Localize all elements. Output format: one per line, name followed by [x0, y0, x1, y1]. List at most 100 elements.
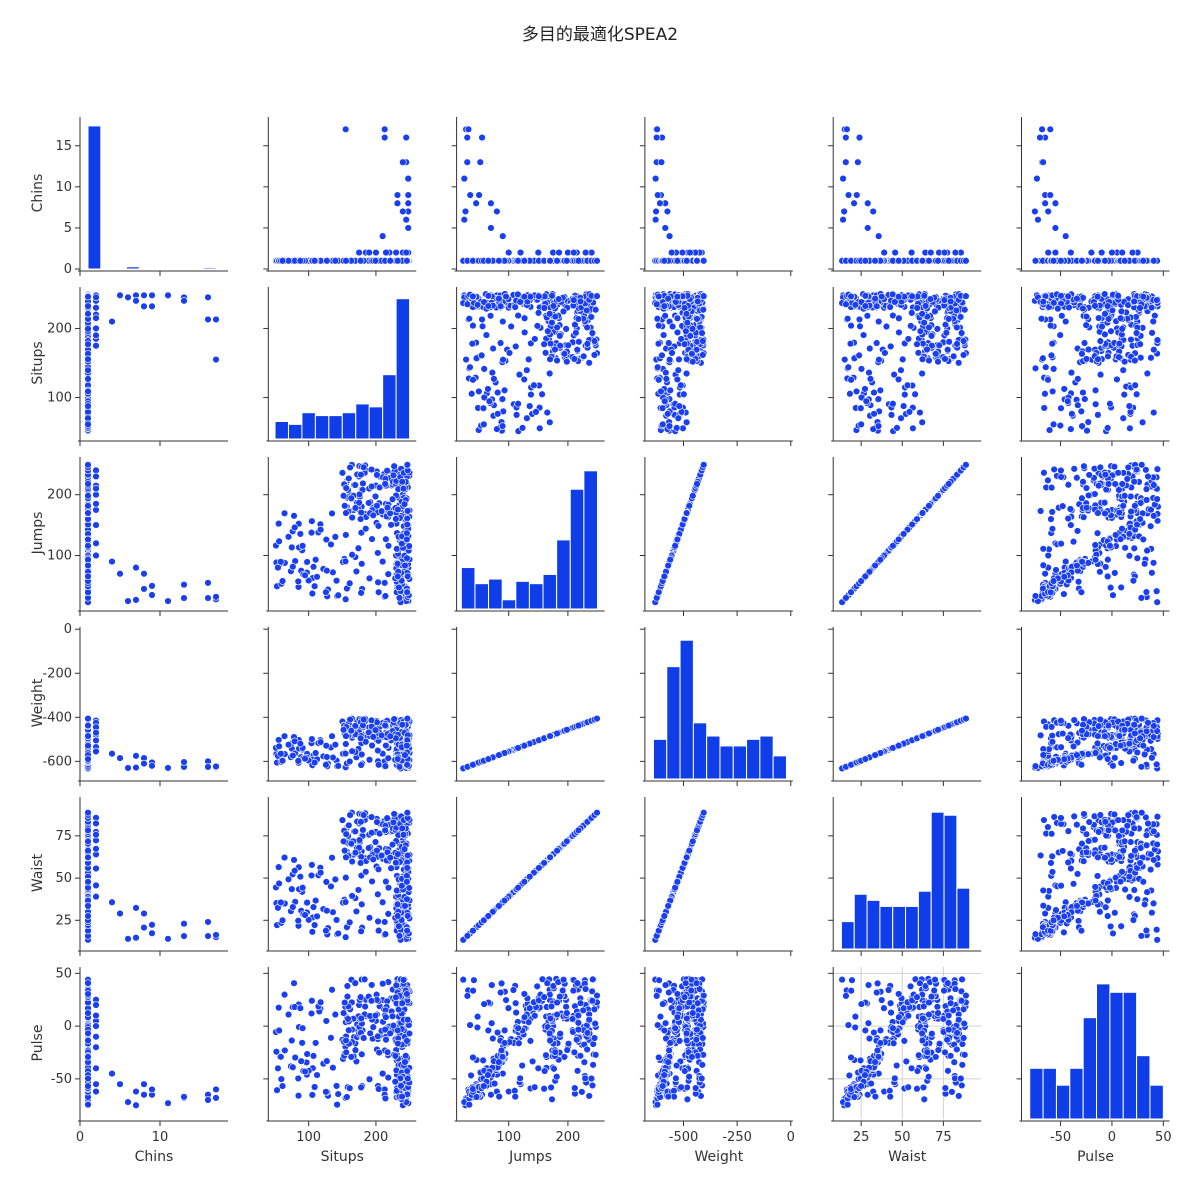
scatter-point [473, 301, 482, 309]
scatter-point [84, 561, 92, 570]
scatter-point [677, 381, 685, 389]
scatter-point [942, 329, 951, 337]
scatter-point [861, 257, 870, 265]
scatter-point [504, 248, 513, 257]
scatter-point [545, 369, 554, 378]
hist-bar [328, 415, 343, 440]
scatter-point [296, 530, 305, 538]
scatter-point [678, 248, 687, 257]
scatter-point [399, 207, 407, 216]
scatter-point [383, 467, 391, 475]
scatter-point [498, 395, 507, 403]
scatter-point [359, 479, 367, 488]
y-axis-label: Chins [30, 174, 46, 213]
scatter-point [662, 368, 670, 377]
scatter-point [381, 480, 389, 488]
scatter-point [852, 387, 861, 396]
scatter-point [374, 588, 383, 596]
scatter-point [871, 294, 879, 303]
scatter-point [531, 335, 539, 343]
scatter-point [957, 329, 966, 337]
scatter-point [308, 517, 316, 525]
scatter-point [1118, 325, 1126, 333]
scatter-point [493, 388, 502, 397]
scatter-point [854, 158, 862, 166]
scatter-point [530, 381, 538, 389]
hist-bar [287, 423, 303, 440]
scatter-point [1094, 257, 1102, 265]
scatter-point [84, 340, 92, 348]
scatter-point [874, 232, 883, 240]
scatter-point [480, 365, 488, 373]
scatter-point [865, 368, 873, 377]
scatter-point [668, 349, 676, 357]
scatter-point [403, 572, 412, 581]
scatter-point [844, 191, 853, 199]
scatter-point [920, 292, 929, 300]
scatter-point [1046, 125, 1054, 134]
scatter-point [847, 588, 855, 596]
scatter-point [393, 191, 402, 199]
scatter-point [1107, 327, 1115, 335]
scatter-point [657, 387, 665, 396]
scatter-point [92, 521, 100, 529]
scatter-point [390, 462, 398, 470]
scatter-point [307, 528, 316, 537]
panel-chins-vs-jumps [451, 117, 605, 276]
scatter-point [369, 511, 377, 520]
scatter-point [381, 592, 390, 600]
scatter-point [1096, 337, 1105, 345]
panel-situps-vs-weight [639, 287, 793, 446]
scatter-point [905, 408, 914, 416]
scatter-point [909, 424, 917, 433]
scatter-point [855, 351, 863, 360]
scatter-point [886, 342, 895, 351]
scatter-point [862, 397, 870, 405]
scatter-point [92, 490, 100, 499]
scatter-point [847, 376, 855, 384]
scatter-point [489, 344, 497, 353]
scatter-point [655, 292, 663, 301]
scatter-point [1079, 388, 1087, 397]
scatter-point [951, 248, 960, 257]
scatter-point [857, 365, 866, 373]
scatter-point [1031, 207, 1039, 216]
scatter-point [402, 248, 410, 257]
scatter-point [654, 191, 662, 199]
scatter-point [403, 520, 411, 529]
scatter-point [394, 572, 402, 581]
scatter-point [570, 355, 579, 363]
scatter-point [898, 355, 907, 364]
scatter-point [952, 306, 961, 315]
scatter-point [555, 248, 563, 257]
scatter-point [861, 302, 870, 310]
scatter-point [1044, 376, 1052, 384]
hist-bar [395, 298, 411, 440]
scatter-point [475, 387, 483, 396]
scatter-point [875, 356, 883, 364]
scatter-point [1061, 232, 1070, 240]
scatter-point [675, 402, 684, 410]
scatter-point [512, 342, 520, 351]
scatter-point [400, 500, 409, 508]
scatter-point [403, 588, 411, 596]
scatter-point [541, 349, 550, 357]
scatter-point [346, 463, 354, 472]
scatter-point [920, 318, 928, 327]
scatter-point [464, 125, 473, 134]
scatter-point [1033, 174, 1041, 183]
scatter-point [659, 420, 667, 429]
scatter-point [323, 257, 331, 265]
scatter-point [682, 327, 690, 335]
scatter-point [1120, 390, 1128, 399]
scatter-point [546, 257, 554, 265]
scatter-point [380, 133, 389, 142]
scatter-point [463, 158, 471, 166]
scatter-point [570, 248, 578, 257]
scatter-point [84, 414, 92, 422]
scatter-point [484, 292, 493, 300]
scatter-point [543, 408, 551, 417]
scatter-point [532, 408, 540, 416]
scatter-point [398, 478, 406, 486]
scatter-point [553, 356, 561, 365]
